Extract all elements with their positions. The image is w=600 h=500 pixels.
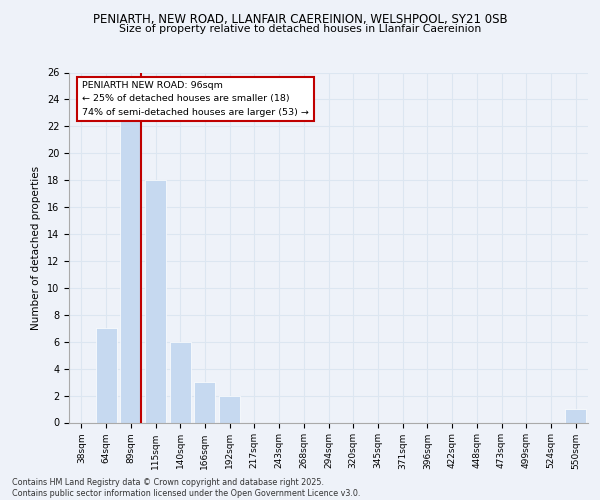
Bar [145, 180, 166, 422]
Y-axis label: Number of detached properties: Number of detached properties [31, 166, 41, 330]
Text: Contains HM Land Registry data © Crown copyright and database right 2025.
Contai: Contains HM Land Registry data © Crown c… [12, 478, 361, 498]
Bar [565, 409, 586, 422]
Bar [95, 328, 116, 422]
Text: PENIARTH, NEW ROAD, LLANFAIR CAEREINION, WELSHPOOL, SY21 0SB: PENIARTH, NEW ROAD, LLANFAIR CAEREINION,… [92, 12, 508, 26]
Text: Size of property relative to detached houses in Llanfair Caereinion: Size of property relative to detached ho… [119, 24, 481, 34]
Bar [170, 342, 191, 422]
Text: PENIARTH NEW ROAD: 96sqm
← 25% of detached houses are smaller (18)
74% of semi-d: PENIARTH NEW ROAD: 96sqm ← 25% of detach… [82, 81, 309, 116]
Bar [194, 382, 215, 422]
Bar [219, 396, 240, 422]
Bar [120, 86, 141, 422]
